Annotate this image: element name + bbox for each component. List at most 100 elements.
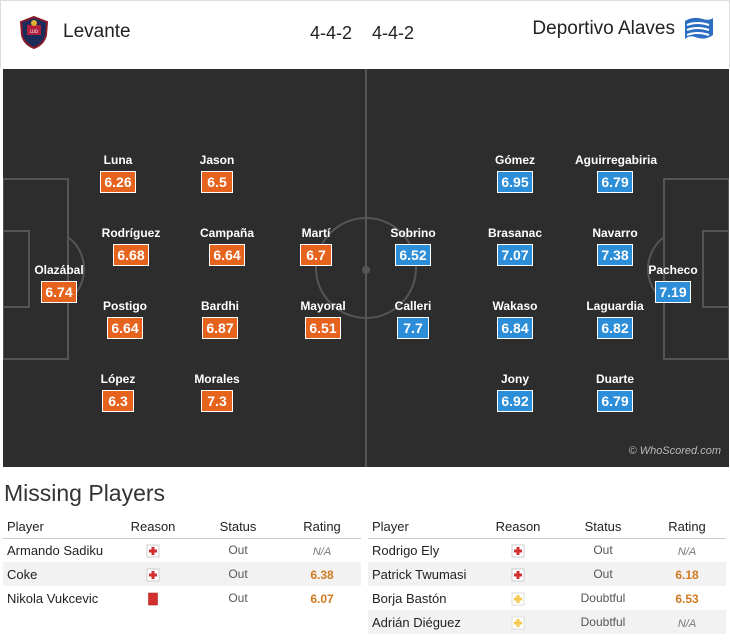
reason-cell — [478, 538, 558, 562]
status: Out — [228, 591, 248, 605]
player-name: Brasanac — [487, 226, 543, 240]
levante-crest-icon: LUD — [19, 15, 49, 49]
table-row: Coke Out 6.38 — [3, 562, 361, 586]
player-name: Jony — [500, 372, 529, 386]
away-player[interactable]: Brasanac 7.07 — [475, 226, 555, 266]
missing-player-name[interactable]: Rodrigo Ely — [372, 542, 440, 558]
table-row: Armando Sadiku Out N/A — [3, 538, 361, 562]
injury-icon — [511, 544, 525, 558]
away-missing-table: Player Reason Status Rating Rodrigo Ely … — [368, 514, 726, 634]
player-name: Aguirregabiria — [575, 153, 658, 167]
away-player[interactable]: Duarte 6.79 — [575, 372, 655, 412]
source-credit: © WhoScored.com — [628, 445, 721, 457]
away-team[interactable]: Deportivo Alaves — [532, 15, 715, 43]
away-player[interactable]: Jony 6.92 — [475, 372, 555, 412]
player-name: Mayoral — [300, 299, 346, 313]
player-name: Olazábal — [34, 263, 84, 277]
player-name: Campaña — [199, 226, 255, 240]
player-name: Wakaso — [492, 299, 538, 313]
svg-text:LUD: LUD — [30, 29, 38, 34]
match-header: LUD Levante 4-4-2 4-4-2 Deportivo Alaves — [0, 0, 730, 68]
home-player[interactable]: Campaña 6.64 — [187, 226, 267, 266]
away-player[interactable]: Navarro 7.38 — [575, 226, 655, 266]
player-name: Jason — [199, 153, 235, 167]
home-player[interactable]: Morales 7.3 — [177, 372, 257, 412]
col-status: Status — [193, 514, 283, 539]
home-player[interactable]: López 6.3 — [78, 372, 158, 412]
away-player[interactable]: Laguardia 6.82 — [575, 299, 655, 339]
home-player[interactable]: Rodríguez 6.68 — [91, 226, 171, 266]
home-formation: 4-4-2 — [310, 23, 353, 43]
player-name: Laguardia — [586, 299, 644, 313]
player-name: Calleri — [394, 299, 432, 313]
rating-na: N/A — [312, 545, 332, 558]
away-player[interactable]: Aguirregabiria 6.79 — [575, 153, 658, 193]
player-rating: 7.19 — [655, 281, 691, 303]
missing-player-name[interactable]: Armando Sadiku — [7, 542, 104, 558]
home-player[interactable]: Jason 6.5 — [177, 153, 257, 193]
missing-player-name[interactable]: Nikola Vukcevic — [7, 590, 99, 606]
away-player[interactable]: Pacheco 7.19 — [633, 263, 713, 303]
col-player: Player — [3, 514, 113, 539]
player-rating: 6.87 — [202, 317, 238, 339]
player-name: Rodríguez — [101, 226, 161, 240]
player-rating: 6.95 — [497, 171, 533, 193]
injury-icon — [511, 568, 525, 582]
table-row: Borja Bastón Doubtful 6.53 — [368, 586, 726, 610]
formations: 4-4-2 4-4-2 — [310, 23, 434, 44]
player-rating: 6.74 — [41, 281, 77, 303]
reason-cell — [478, 610, 558, 634]
home-player[interactable]: Martí 6.7 — [276, 226, 356, 266]
player-rating: 6.68 — [113, 244, 149, 266]
away-player[interactable]: Sobrino 6.52 — [373, 226, 453, 266]
status: Out — [193, 562, 283, 586]
player-name: Postigo — [103, 299, 147, 313]
home-player[interactable]: Mayoral 6.51 — [283, 299, 363, 339]
missing-player-name[interactable]: Adrián Diéguez — [368, 610, 478, 634]
doubtful-icon — [511, 616, 525, 630]
reason-cell — [113, 586, 193, 610]
home-player[interactable]: Luna 6.26 — [78, 153, 158, 193]
status: Out — [228, 543, 248, 558]
home-team[interactable]: LUD Levante — [17, 15, 131, 49]
player-rating: 6.3 — [102, 390, 134, 412]
player-rating: 6.64 — [107, 317, 143, 339]
table-row: Patrick Twumasi Out 6.18 — [368, 562, 726, 586]
player-rating: 6.79 — [597, 390, 633, 412]
missing-player-name[interactable]: Borja Bastón — [372, 590, 447, 606]
col-rating: Rating — [648, 514, 726, 539]
player-rating: 6.84 — [497, 317, 533, 339]
missing-player-name[interactable]: Patrick Twumasi — [368, 562, 478, 586]
col-rating: Rating — [283, 514, 361, 539]
player-rating: 7.3 — [201, 390, 233, 412]
player-rating: 6.79 — [597, 171, 633, 193]
away-player[interactable]: Calleri 7.7 — [373, 299, 453, 339]
home-player[interactable]: Bardhi 6.87 — [180, 299, 260, 339]
player-name: López — [100, 372, 136, 386]
player-rating: 6.26 — [100, 171, 136, 193]
home-player[interactable]: Postigo 6.64 — [85, 299, 165, 339]
home-player[interactable]: Olazábal 6.74 — [19, 263, 99, 303]
player-name: Sobrino — [390, 226, 436, 240]
player-rating: 7.38 — [597, 244, 633, 266]
missing-player-name[interactable]: Coke — [3, 562, 113, 586]
player-rating: 6.52 — [395, 244, 431, 266]
col-player: Player — [368, 514, 478, 539]
status: Out — [558, 562, 648, 586]
rating-value: 6.07 — [310, 591, 334, 606]
home-missing-table: Player Reason Status Rating Armando Sadi… — [3, 514, 361, 610]
player-name: Pacheco — [648, 263, 698, 277]
rating-value: 6.53 — [675, 591, 699, 606]
player-name: Martí — [301, 226, 331, 240]
away-team-name[interactable]: Deportivo Alaves — [532, 18, 675, 39]
rating-value: 6.18 — [675, 567, 699, 582]
player-rating: 6.7 — [300, 244, 332, 266]
doubtful-icon — [511, 592, 525, 606]
away-player[interactable]: Wakaso 6.84 — [475, 299, 555, 339]
home-team-name[interactable]: Levante — [63, 21, 131, 42]
away-player[interactable]: Gómez 6.95 — [475, 153, 555, 193]
player-name: Gómez — [494, 153, 535, 167]
player-name: Luna — [103, 153, 133, 167]
reason-cell — [113, 562, 193, 586]
reason-cell — [478, 562, 558, 586]
